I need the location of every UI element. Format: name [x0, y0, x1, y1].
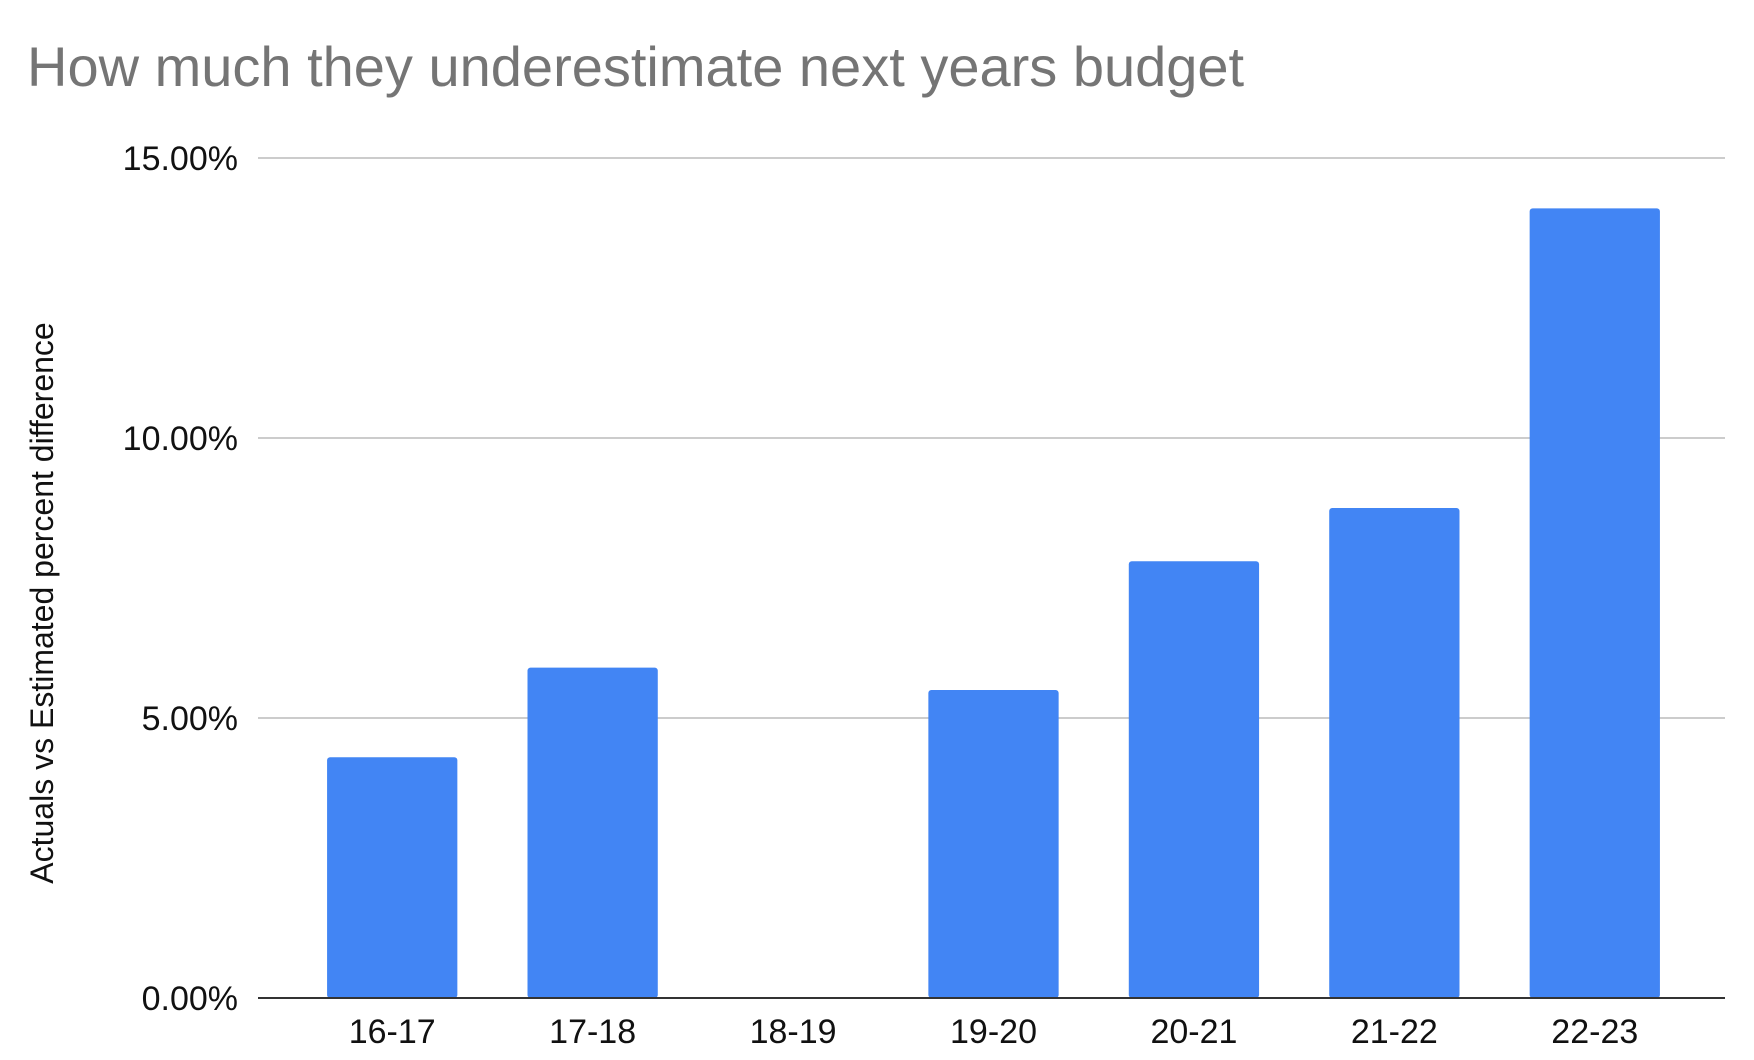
bar-16-17	[327, 757, 458, 998]
y-tick-label: 5.00%	[142, 700, 238, 738]
bar-19-20	[928, 690, 1059, 998]
bar-17-18	[527, 667, 658, 998]
x-tick-label: 17-18	[549, 1013, 636, 1051]
x-tick-label: 18-19	[750, 1013, 837, 1051]
y-tick-label: 0.00%	[142, 980, 238, 1018]
chart-title: How much they underestimate next years b…	[27, 35, 1245, 98]
bar-22-23	[1529, 208, 1660, 998]
x-tick-label: 21-22	[1351, 1013, 1438, 1051]
bar-20-21	[1128, 561, 1260, 998]
x-tick-label: 22-23	[1551, 1013, 1638, 1051]
x-tick-labels: 16-17 17-18 18-19 19-20 20-21 21-22 22-23	[349, 1013, 1639, 1051]
x-tick-label: 20-21	[1150, 1013, 1237, 1051]
y-axis-title: Actuals vs Estimated percent difference	[24, 322, 60, 883]
gridlines	[258, 157, 1725, 719]
bars	[327, 208, 1660, 998]
y-tick-label: 15.00%	[123, 140, 238, 178]
bar-21-22	[1329, 508, 1460, 998]
x-tick-label: 16-17	[349, 1013, 436, 1051]
y-tick-labels: 0.00% 5.00% 10.00% 15.00%	[123, 140, 238, 1018]
x-tick-label: 19-20	[950, 1013, 1037, 1051]
y-tick-label: 10.00%	[123, 420, 238, 458]
